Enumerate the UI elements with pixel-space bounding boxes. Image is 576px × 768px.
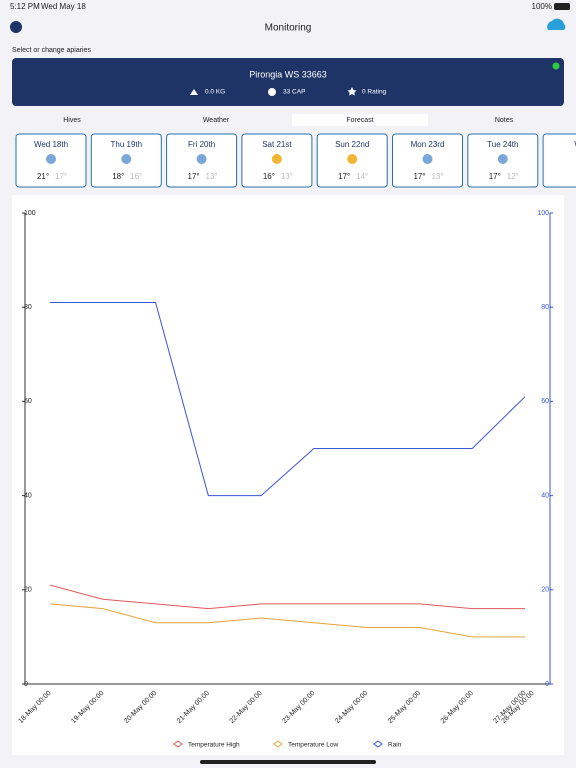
battery: 100% [532,2,552,11]
status-date: Wed May 18 [41,2,86,11]
temp-high: 17° [338,172,350,181]
day-name: Sun 22nd [335,140,369,149]
y2-tick-label: 60 [541,398,549,405]
legend-icon [173,740,183,748]
weather-icon [347,154,358,164]
temp-high: 21° [37,172,49,181]
temp-high: 18° [112,172,124,181]
legend-label: Temperature High [188,742,240,749]
home-indicator [200,760,376,764]
temp-low: 13° [206,172,218,181]
apiary-icons [190,87,357,96]
header-title: Monitoring [265,23,312,34]
apiary-name: Pirongia WS 33663 [249,69,327,79]
status-dot [552,62,560,70]
y2-tick-label: 20 [541,587,549,594]
temp-high: 17° [413,172,425,181]
weather-icon [46,154,56,164]
y-tick-label: 40 [24,492,32,499]
temp-high: 16° [263,172,275,181]
temp-low: 16° [130,172,142,181]
tab[interactable]: Notes [495,117,514,124]
day-name: Tue 24th [487,140,518,149]
legend-label: Temperature Low [288,742,339,749]
temp-low: 12° [507,172,519,181]
weather-icon [422,154,433,164]
tab[interactable]: Weather [203,117,230,124]
battery-icon [554,3,570,10]
sync-button[interactable] [547,18,566,30]
temp-low: 13° [431,172,443,181]
weather-icon [196,154,207,164]
y2-tick-label: 100 [537,210,549,217]
y2-tick-label: 0 [545,681,549,688]
apiary-weight: 0.0 KG [205,89,225,96]
logo [10,21,22,33]
y-tick-label: 100 [24,210,36,217]
weather-icon [497,154,508,164]
weather-icon [271,154,282,164]
series-line [49,584,525,610]
temp-low: 17° [55,172,67,181]
tab[interactable]: Forecast [346,117,373,124]
y2-tick-label: 40 [541,492,549,499]
temp-low: 14° [356,172,368,181]
y-tick-label: 80 [24,304,32,311]
day-card[interactable] [542,133,576,188]
legend-icon [273,740,283,748]
day-name: W [574,140,576,149]
series-line [49,603,525,638]
status-time: 5:12 PM [10,2,40,11]
day-name: Wed 18th [34,140,68,149]
chart-panel [12,195,564,755]
tab[interactable]: Hives [63,117,81,124]
y2-tick-label: 80 [541,304,549,311]
temp-high: 17° [188,172,200,181]
day-name: Thu 19th [111,140,143,149]
temp-low: 13° [281,172,293,181]
legend-label: Rain [388,742,402,749]
day-name: Sat 21st [262,140,292,149]
legend-icon [373,740,383,748]
active-tab [292,114,428,126]
temp-high: 17° [489,172,501,181]
day-name: Mon 23rd [411,140,445,149]
apiary-capacity: 33 CAP [283,89,305,96]
day-name: Fri 20th [188,140,215,149]
apiary-card[interactable] [12,58,564,106]
y-tick-label: 0 [24,681,28,688]
apiary-prompt: Select or change apiaries [12,47,91,54]
y-tick-label: 20 [24,587,32,594]
apiary-rating: 0 Rating [362,89,387,96]
weather-icon [121,154,132,164]
series-line [50,301,526,497]
y-tick-label: 60 [24,398,32,405]
